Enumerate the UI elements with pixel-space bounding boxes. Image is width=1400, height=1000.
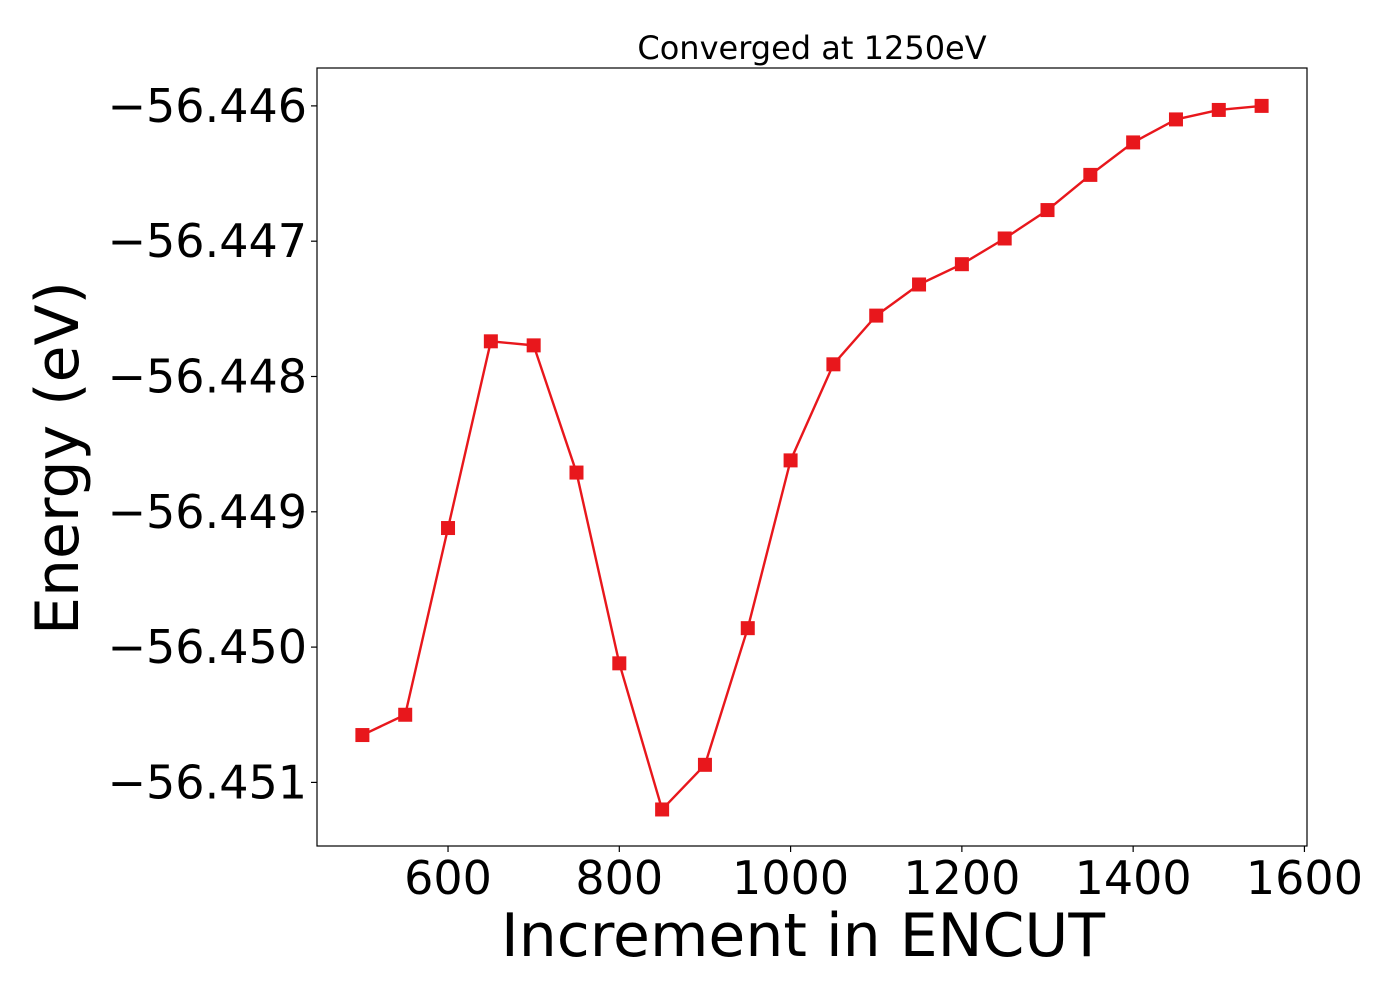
data-point-marker bbox=[826, 357, 841, 372]
data-point-marker bbox=[441, 521, 456, 536]
x-tick-label: 1200 bbox=[903, 851, 1020, 905]
data-point-marker bbox=[954, 257, 969, 272]
data-point-marker bbox=[1126, 135, 1141, 150]
y-tick-label: −56.446 bbox=[108, 79, 308, 133]
series-layer bbox=[355, 98, 1269, 817]
y-axis-ticks: −56.446 −56.447 −56.448 −56.449 −56.450 −56.4… bbox=[108, 79, 317, 809]
data-point-marker bbox=[569, 465, 584, 480]
x-axis-label: Increment in ENCUT bbox=[501, 901, 1105, 971]
data-point-marker bbox=[1168, 112, 1183, 127]
data-point-marker bbox=[1040, 203, 1055, 218]
data-point-marker bbox=[783, 453, 798, 468]
plot-area-frame bbox=[316, 67, 1308, 847]
data-point-marker bbox=[1083, 167, 1098, 182]
y-tick-label: −56.449 bbox=[108, 485, 308, 539]
data-point-marker bbox=[655, 802, 670, 817]
data-point-marker bbox=[869, 308, 884, 323]
data-point-marker bbox=[997, 231, 1012, 246]
data-point-marker bbox=[355, 728, 370, 743]
data-point-marker bbox=[912, 277, 927, 292]
x-tick-label: 1600 bbox=[1246, 851, 1363, 905]
y-tick-label: −56.451 bbox=[108, 755, 308, 809]
data-point-marker bbox=[526, 338, 541, 353]
x-tick-label: 600 bbox=[404, 851, 492, 905]
data-point-marker bbox=[740, 621, 755, 636]
y-tick-label: −56.448 bbox=[108, 349, 308, 403]
data-point-marker bbox=[1211, 102, 1226, 117]
data-point-marker bbox=[483, 334, 498, 349]
data-point-marker bbox=[398, 707, 413, 722]
x-tick-label: 1400 bbox=[1075, 851, 1192, 905]
y-axis-label: Energy (eV) bbox=[23, 281, 93, 635]
x-tick-label: 1000 bbox=[732, 851, 849, 905]
series-line bbox=[361, 104, 1262, 811]
data-point-marker bbox=[612, 656, 627, 671]
y-tick-label: −56.450 bbox=[108, 620, 308, 674]
y-tick-label: −56.447 bbox=[108, 214, 308, 268]
data-point-marker bbox=[697, 757, 712, 772]
x-tick-label: 800 bbox=[575, 851, 663, 905]
data-point-marker bbox=[1254, 98, 1269, 113]
chart-title: Converged at 1250eV bbox=[637, 29, 986, 67]
x-axis-ticks: 600 800 1000 1200 1400 1600 bbox=[404, 846, 1363, 905]
